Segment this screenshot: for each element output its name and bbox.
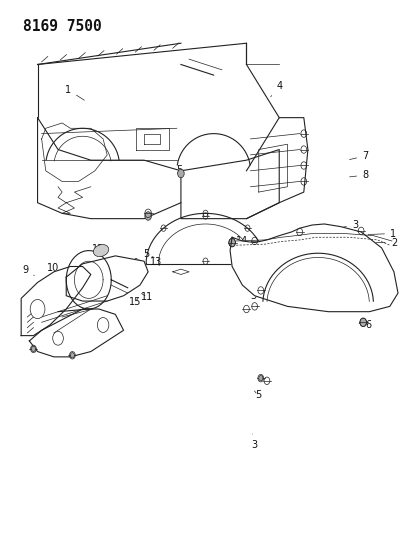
- Circle shape: [30, 300, 45, 319]
- Circle shape: [53, 332, 63, 345]
- Circle shape: [360, 318, 367, 327]
- Polygon shape: [29, 309, 124, 357]
- Polygon shape: [37, 118, 181, 219]
- Text: 1: 1: [368, 229, 396, 239]
- Text: 10: 10: [47, 263, 64, 273]
- Polygon shape: [230, 224, 398, 312]
- Circle shape: [178, 169, 184, 177]
- Text: 12: 12: [92, 244, 104, 257]
- Ellipse shape: [93, 245, 109, 256]
- Text: 2: 2: [372, 238, 397, 247]
- Text: 13: 13: [150, 257, 162, 267]
- Text: 8169 7500: 8169 7500: [23, 19, 102, 34]
- Text: 3: 3: [339, 220, 358, 230]
- Text: 14: 14: [236, 236, 249, 246]
- Circle shape: [145, 212, 151, 220]
- Text: 1: 1: [65, 85, 84, 100]
- Text: 5: 5: [176, 165, 182, 175]
- Polygon shape: [181, 150, 279, 219]
- Text: 3: 3: [252, 434, 258, 450]
- Text: 5: 5: [254, 390, 261, 400]
- Text: 11: 11: [141, 292, 153, 302]
- Text: 9: 9: [22, 265, 34, 276]
- Circle shape: [31, 346, 35, 352]
- Polygon shape: [247, 118, 308, 219]
- Polygon shape: [21, 266, 91, 336]
- Circle shape: [229, 238, 236, 247]
- Text: 7: 7: [349, 151, 368, 161]
- Text: 8: 8: [350, 170, 368, 180]
- Text: 6: 6: [359, 320, 372, 330]
- Circle shape: [97, 318, 109, 333]
- Text: 15: 15: [129, 297, 141, 307]
- Text: 5: 5: [143, 249, 154, 259]
- Polygon shape: [66, 256, 148, 301]
- Circle shape: [259, 375, 263, 381]
- Text: 3: 3: [250, 290, 257, 306]
- Text: 4: 4: [271, 81, 282, 97]
- Text: 3: 3: [284, 238, 303, 247]
- Circle shape: [70, 353, 74, 358]
